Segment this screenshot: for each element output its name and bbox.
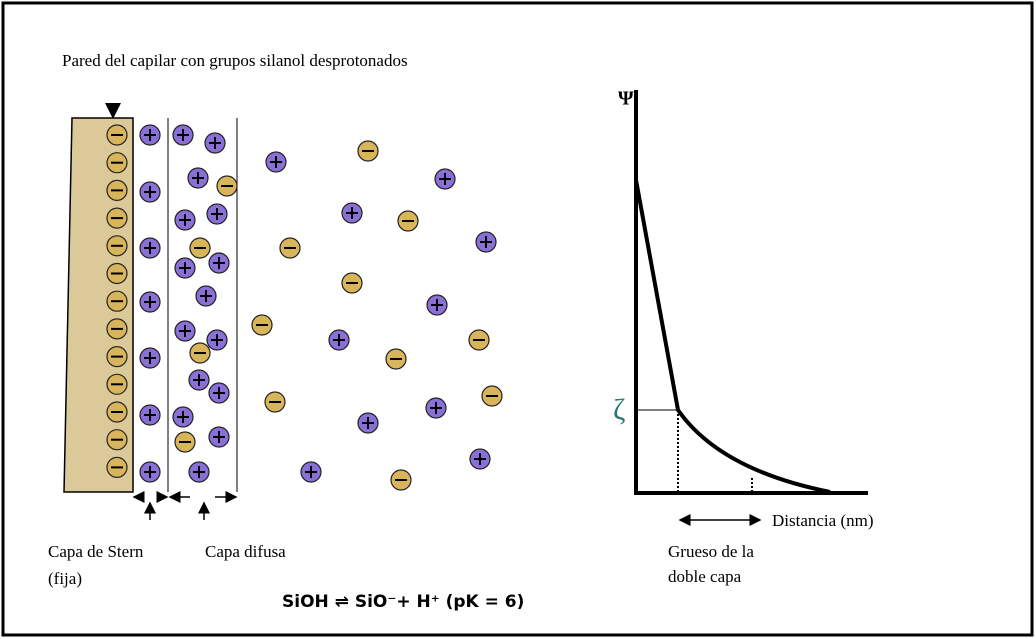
potential-curve [634,179,831,494]
diffuse-label: Capa difusa [205,542,286,561]
thickness-label: Grueso de la [668,542,754,561]
title: Pared del capilar con grupos silanol des… [62,51,408,70]
psi-label: Ψ [618,88,634,110]
thickness-label: doble capa [668,567,742,586]
layer-arrows [132,491,238,520]
zeta-label: ζ [613,393,625,426]
stern-label: Capa de Stern [48,542,144,561]
equation: SiOH ⇌ SiO⁻+ H⁺ (pK = 6) [282,592,524,612]
x-label: Distancia (nm) [772,511,874,530]
stern-label: (fija) [48,569,82,588]
ions [106,124,503,491]
